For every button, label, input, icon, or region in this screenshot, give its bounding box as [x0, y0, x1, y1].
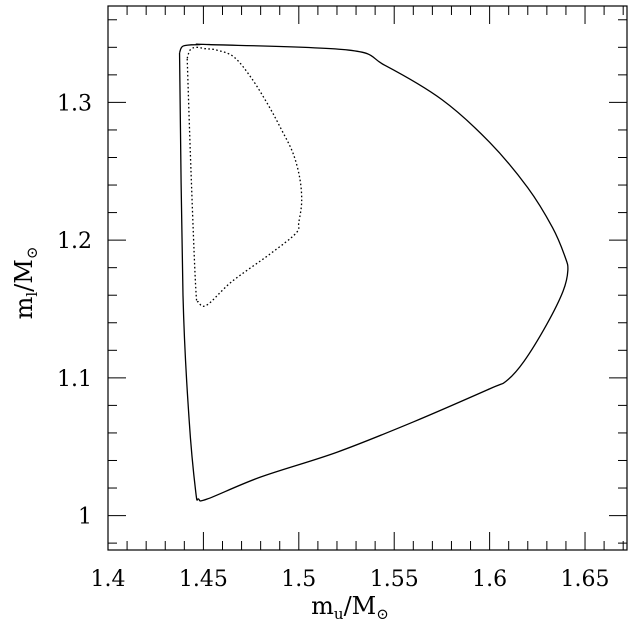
y-tick-label: 1.3	[57, 91, 92, 116]
plot-frame	[107, 5, 628, 551]
x-tick-label: 1.65	[561, 567, 610, 592]
y-axis-label-slash: /M	[10, 259, 38, 292]
y-tick-labels: 1 1.1 1.2 1.3	[57, 91, 92, 529]
solid-contour	[178, 43, 569, 502]
dotted-contour	[186, 46, 303, 307]
y-tick-label: 1.2	[57, 229, 92, 254]
x-tick-label: 1.55	[370, 567, 419, 592]
x-tick-label: 1.6	[472, 567, 507, 592]
x-axis-label-slash: /M	[344, 592, 377, 620]
y-tick-label: 1	[78, 505, 92, 530]
x-tick-labels: 1.4 1.45 1.5 1.55 1.6 1.65	[91, 567, 610, 592]
y-axis-label: ml/M⊙	[10, 247, 41, 320]
y-axis-label-subscript: l	[23, 292, 41, 297]
series-layer	[178, 43, 569, 502]
x-tick-label: 1.45	[179, 567, 228, 592]
minor-ticks	[108, 6, 627, 550]
x-axis-label-subscript: u	[334, 605, 344, 622]
y-tick-label: 1.1	[57, 367, 92, 392]
major-ticks	[107, 6, 627, 550]
x-axis-label-sun: ⊙	[376, 605, 389, 622]
x-tick-label: 1.4	[91, 567, 126, 592]
x-tick-label: 1.5	[281, 567, 316, 592]
y-axis-label-base: m	[10, 296, 38, 319]
x-axis-label: mu/M⊙	[311, 592, 389, 622]
y-axis-label-sun: ⊙	[23, 247, 41, 260]
x-axis-label-base: m	[311, 592, 334, 620]
